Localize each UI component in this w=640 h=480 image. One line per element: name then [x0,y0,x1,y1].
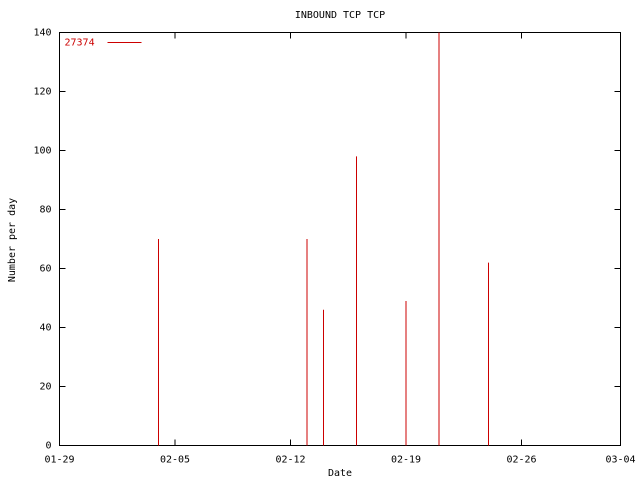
y-tick-label: 60 [39,264,51,275]
y-tick-label: 40 [39,323,51,334]
y-axis-label: Number per day [7,198,18,282]
y-tick-label: 120 [33,87,51,98]
y-tick-label: 100 [33,146,51,157]
x-tick-label: 03-04 [605,455,635,466]
x-tick-label: 02-12 [275,455,305,466]
plot-frame [59,32,621,446]
x-tick-label: 02-05 [160,455,190,466]
x-tick-label: 01-29 [44,455,74,466]
x-tick-label: 02-26 [506,455,536,466]
legend-label: 27374 [65,38,95,49]
y-tick-label: 140 [33,28,51,39]
y-tick-label: 0 [45,441,51,452]
chart-title: INBOUND TCP TCP [295,10,385,21]
y-tick-label: 20 [39,382,51,393]
y-tick-label: 80 [39,205,51,216]
x-axis-label: Date [328,468,352,479]
x-tick-label: 02-19 [391,455,421,466]
